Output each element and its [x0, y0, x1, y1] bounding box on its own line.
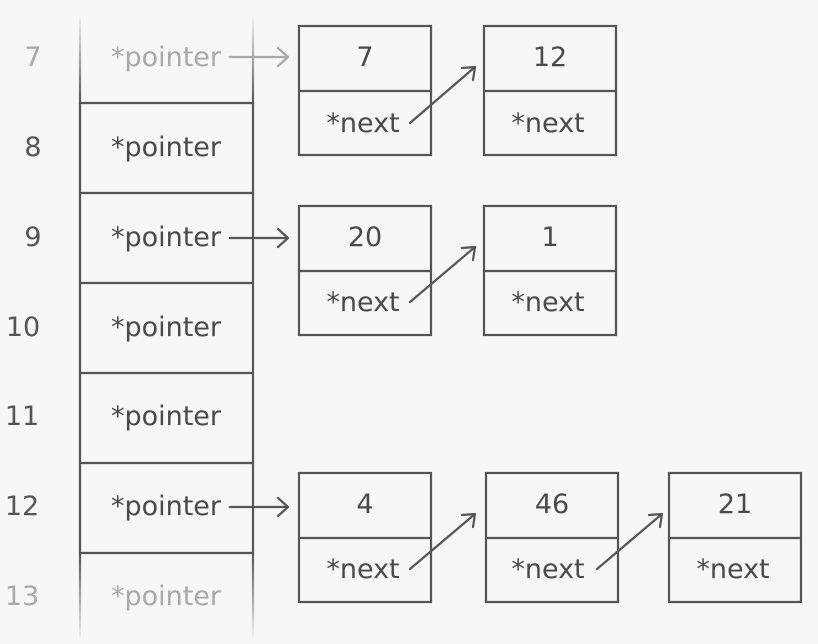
slot-index: 9 — [24, 222, 41, 253]
column-right-wall-bottom — [251, 553, 255, 641]
node-next-label: *next — [696, 554, 769, 585]
node-next-label: *next — [511, 287, 584, 318]
pointer-arrow — [228, 46, 290, 68]
slot-pointer-label: *pointer — [111, 312, 222, 343]
pointer-arrow — [228, 496, 290, 518]
table-column — [78, 14, 255, 641]
slot-index: 11 — [5, 401, 39, 432]
node-value: 46 — [535, 489, 569, 520]
next-arrow — [408, 65, 477, 125]
slot-pointer-label: *pointer — [111, 132, 222, 163]
chain-slot-9: 20 *next 1 *next — [297, 204, 618, 337]
list-node: 46 *next — [484, 471, 620, 604]
node-next-label: *next — [326, 287, 399, 318]
slots: 7 *pointer 8 *pointer 9 *pointer 10 *poi… — [5, 42, 222, 612]
list-node: 1 *next — [482, 204, 618, 337]
node-value: 20 — [348, 222, 382, 253]
list-node: 20 *next — [297, 204, 433, 337]
node-value: 1 — [541, 222, 558, 253]
node-next-label: *next — [326, 554, 399, 585]
chain-slot-12: 4 *next 46 *next 21 *next — [297, 471, 803, 604]
list-node: 12 *next — [482, 24, 618, 157]
next-arrow — [408, 512, 477, 571]
column-left-wall-top — [78, 14, 82, 104]
slot-index: 7 — [24, 42, 41, 73]
slot-index: 8 — [24, 132, 41, 163]
node-next-label: *next — [511, 554, 584, 585]
node-next-label: *next — [511, 108, 584, 139]
node-next-label: *next — [326, 108, 399, 139]
slot-pointer-label: *pointer — [111, 222, 222, 253]
column-left-wall-bottom — [78, 553, 82, 641]
node-value: 4 — [356, 489, 373, 520]
list-node: 4 *next — [297, 471, 433, 604]
next-arrow — [408, 245, 477, 304]
slot-index: 10 — [6, 312, 40, 343]
node-value: 7 — [356, 42, 373, 73]
slot-pointer-label: *pointer — [111, 491, 222, 522]
next-arrow — [595, 512, 664, 571]
slot-pointer-label: *pointer — [111, 581, 222, 612]
slot-pointer-label: *pointer — [111, 401, 222, 432]
slot-index: 12 — [5, 491, 39, 522]
pointer-arrow — [228, 227, 290, 249]
pointer-arrows — [228, 46, 290, 518]
column-right-wall-top — [251, 14, 255, 104]
slot-index: 13 — [5, 581, 39, 612]
slot-pointer-label: *pointer — [111, 42, 222, 73]
list-node: 21 *next — [667, 471, 803, 604]
node-value: 12 — [533, 42, 567, 73]
list-node: 7 *next — [297, 24, 433, 157]
node-value: 21 — [718, 489, 752, 520]
chain-slot-7: 7 *next 12 *next — [297, 24, 618, 157]
